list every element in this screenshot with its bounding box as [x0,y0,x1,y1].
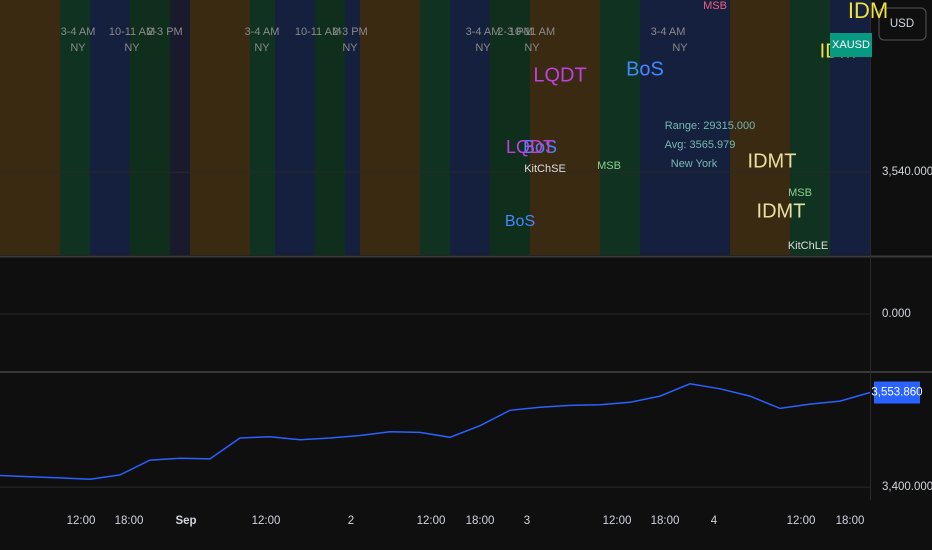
annotation: 3-4 AM [245,26,280,38]
annotation: IDM [848,0,888,23]
annotation: 2-3 PM [147,26,182,38]
last-price-tag [874,381,920,404]
annotation: 2-3 PM [332,26,367,38]
x-tick-label: 18:00 [651,515,680,527]
session-band [790,0,830,255]
annotation: 10-11 AM [509,26,555,38]
annotation: LQDT [533,64,586,86]
y-tick-label: 0.000 [882,308,911,320]
x-tick-label: 4 [711,515,718,527]
session-band [315,0,345,255]
symbol-tag [830,33,872,57]
x-tick-label: 3 [524,515,530,527]
x-tick-label: 2 [348,515,354,527]
annotation: IDMT [757,200,806,222]
annotation: NY [254,42,270,54]
session-band [360,0,420,255]
x-tick-label: 18:00 [115,515,144,527]
session-band [0,0,60,255]
x-tick-label: 12:00 [603,515,632,527]
annotation: 3-4 AM [466,26,501,38]
annotation: BoS [505,213,535,230]
last-price-label: 3,553.860 [871,387,922,399]
y-tick-label: 3,400.000 [882,481,932,493]
annotation: Avg: 3565.979 [665,139,736,151]
session-band [250,0,275,255]
symbol-label: XAUSD [832,39,870,51]
session-band [275,0,315,255]
session-band [530,0,600,255]
session-band [640,0,730,255]
annotation: NY [342,42,358,54]
session-band [420,0,450,255]
annotation: NY [475,42,491,54]
x-tick-label: 12:00 [252,515,281,527]
x-tick-label: 12:00 [417,515,446,527]
annotation: MSB [788,187,812,199]
annotation: NY [124,42,140,54]
annotation: 10-11 AM [295,26,341,38]
session-band [345,0,360,255]
annotation: BoS [523,137,557,157]
annotation: New York [671,158,718,170]
annotation: NY [672,42,688,54]
session-band [600,0,640,255]
annotation: BoS [626,58,664,80]
annotation: 10-11 AM [109,26,155,38]
x-tick-label: Sep [175,515,196,527]
session-band [730,0,790,255]
session-band [450,0,490,255]
annotation: KitChLE [788,240,828,252]
session-band [60,0,90,255]
annotation: Range: 29315.000 [665,120,756,132]
session-band [90,0,130,255]
x-tick-label: 18:00 [466,515,495,527]
x-tick-label: 12:00 [67,515,96,527]
currency-label[interactable]: USD [890,18,914,30]
session-band [170,0,190,255]
annotation: MSB [597,160,621,172]
annotation: 2-3 PM [497,26,532,38]
x-tick-label: 12:00 [787,515,816,527]
annotation: 3-4 AM [651,26,686,38]
annotation: LQDT [506,137,554,157]
currency-button[interactable] [878,7,927,41]
price-line [0,383,871,480]
annotation: NY [524,42,540,54]
annotation: KitChSE [524,163,566,175]
annotation: 3-4 AM [61,26,96,38]
x-tick-label: 18:00 [836,515,865,527]
y-tick-label: 3,540.000 [882,166,932,178]
session-band [190,0,250,255]
session-band [130,0,170,255]
annotation: NY [70,42,86,54]
annotation: IDMT [748,150,797,172]
annotation: MSB [703,0,727,12]
session-band [490,0,530,255]
